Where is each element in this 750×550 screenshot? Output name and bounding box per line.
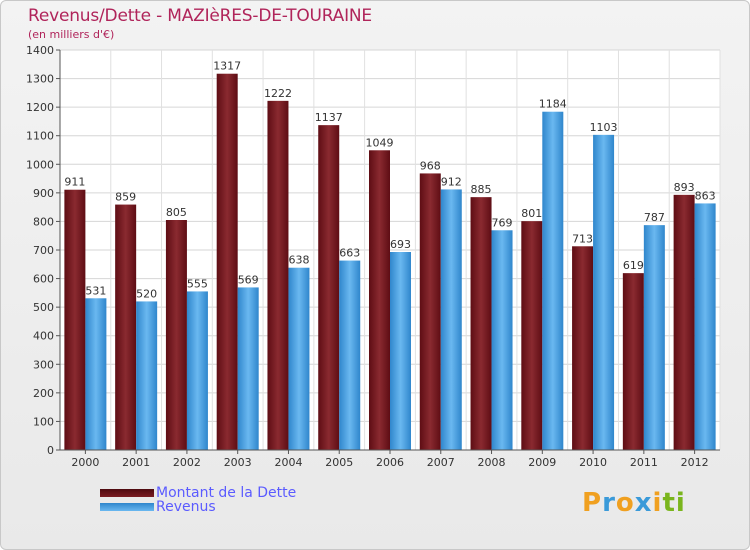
x-tick-label: 2003 <box>224 456 252 469</box>
data-label: 863 <box>695 189 716 202</box>
chart-subtitle: (en milliers d'€) <box>28 28 115 41</box>
y-tick-label: 800 <box>33 215 54 228</box>
data-label: 1184 <box>539 98 567 111</box>
bar-dette <box>673 194 695 450</box>
bar-revenus <box>440 189 462 450</box>
data-label: 520 <box>136 287 157 300</box>
legend-label-debt: Montant de la Dette <box>156 485 297 501</box>
data-label: 1103 <box>590 121 618 134</box>
y-tick-label: 300 <box>33 358 54 371</box>
y-tick-label: 200 <box>33 387 54 400</box>
y-tick-label: 700 <box>33 244 54 257</box>
logo-letter: r <box>602 488 616 518</box>
x-tick-label: 2008 <box>478 456 506 469</box>
bar-revenus <box>390 252 411 450</box>
y-tick-label: 1400 <box>26 44 54 57</box>
x-tick-label: 2006 <box>376 456 404 469</box>
data-label: 968 <box>420 159 441 172</box>
bars <box>64 73 716 451</box>
data-label: 1222 <box>264 87 292 100</box>
y-tick-label: 600 <box>33 273 54 286</box>
x-tick-label: 2001 <box>122 456 150 469</box>
bar-dette <box>369 150 390 451</box>
x-tick-label: 2007 <box>427 456 455 469</box>
data-label: 569 <box>238 273 259 286</box>
bar-revenus <box>186 291 208 450</box>
bar-dette <box>470 197 492 450</box>
bar-revenus <box>542 111 564 450</box>
data-label: 885 <box>471 183 492 196</box>
data-label: 693 <box>390 238 411 251</box>
data-label: 787 <box>644 211 665 224</box>
data-label: 713 <box>572 232 593 245</box>
data-label: 1137 <box>315 111 343 124</box>
data-label: 893 <box>674 181 695 194</box>
bar-revenus <box>339 260 361 450</box>
x-tick-label: 2010 <box>579 456 607 469</box>
bar-revenus <box>491 230 513 450</box>
bar-dette <box>572 246 594 450</box>
logo-letter: P <box>582 488 603 518</box>
x-tick-label: 2011 <box>630 456 658 469</box>
logo-letter: t <box>662 488 676 518</box>
y-tick-label: 1000 <box>26 158 54 171</box>
bar-revenus <box>643 225 665 450</box>
bar-revenus <box>694 203 716 450</box>
y-tick-label: 900 <box>33 187 54 200</box>
logo-letter: o <box>615 488 635 518</box>
data-label: 1049 <box>366 136 394 149</box>
data-label: 531 <box>85 284 106 297</box>
logo-letter: i <box>652 488 663 518</box>
bar-revenus <box>593 134 615 450</box>
bar-dette <box>64 189 86 450</box>
data-label: 911 <box>64 176 85 189</box>
y-tick-label: 1300 <box>26 73 54 86</box>
bar-revenus <box>288 267 310 450</box>
y-tick-label: 400 <box>33 330 54 343</box>
bar-revenus <box>136 301 158 450</box>
bar-dette <box>216 73 238 450</box>
data-label: 859 <box>115 191 136 204</box>
data-label: 1317 <box>213 60 241 73</box>
x-tick-label: 2002 <box>173 456 201 469</box>
data-label: 801 <box>521 207 542 220</box>
y-tick-label: 1100 <box>26 130 54 143</box>
x-tick-label: 2005 <box>325 456 353 469</box>
legend-label-revenus: Revenus <box>156 499 216 515</box>
chart-title: Revenus/Dette - MAZIèRES-DE-TOURAINE <box>28 6 372 26</box>
bar-revenus <box>237 287 259 450</box>
y-tick-label: 100 <box>33 415 54 428</box>
bar-dette <box>115 204 137 450</box>
bar-revenus <box>85 298 107 450</box>
x-tick-label: 2004 <box>274 456 302 469</box>
bar-dette <box>165 220 187 450</box>
bar-dette <box>419 173 441 450</box>
axes: 0 100 200 300 400 500 600 700 800 900 1000 1100 1200… <box>26 44 720 469</box>
y-tick-label: 1200 <box>26 101 54 114</box>
logo-letter: i <box>675 488 686 518</box>
y-tick-label: 500 <box>33 301 54 314</box>
proxiti-logo: Proxiti <box>582 488 686 518</box>
x-tick-label: 2000 <box>71 456 99 469</box>
bar-dette <box>318 125 340 451</box>
data-label: 912 <box>441 175 462 188</box>
data-label: 619 <box>623 259 644 272</box>
data-label: 663 <box>339 247 360 260</box>
legend-swatch-revenus <box>100 503 154 511</box>
bar-dette <box>622 273 644 450</box>
y-tick-label: 0 <box>47 444 54 457</box>
data-label: 805 <box>166 206 187 219</box>
bar-dette <box>521 221 543 450</box>
logo-letter: x <box>634 488 653 518</box>
data-label: 555 <box>187 277 208 290</box>
bar-dette <box>267 100 289 450</box>
data-label: 638 <box>288 254 309 267</box>
labels: 911 531 859 520 805 555 1317 569 1222 638 1137 663 1… <box>64 60 715 301</box>
legend-swatch-debt <box>100 489 154 497</box>
x-tick-label: 2009 <box>528 456 556 469</box>
data-label: 769 <box>492 216 513 229</box>
x-tick-label: 2012 <box>681 456 709 469</box>
